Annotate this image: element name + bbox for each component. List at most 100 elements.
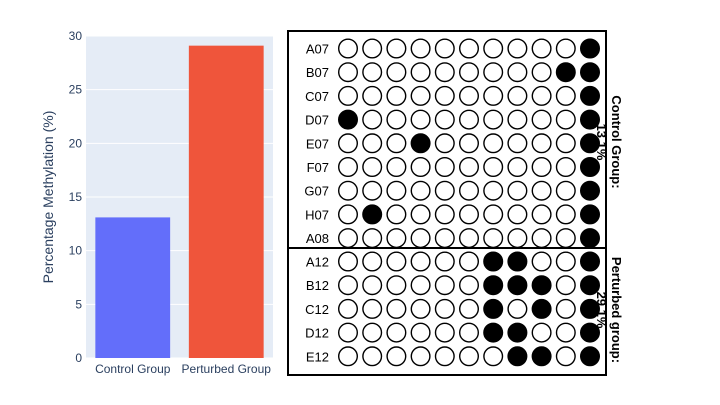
unmethylated-site-dot	[555, 109, 576, 130]
x-tick-labels: Control Group Perturbed Group	[95, 362, 271, 376]
group-divider	[289, 247, 605, 249]
row-label: D12	[305, 326, 329, 341]
unmethylated-site-dot	[507, 38, 528, 59]
unmethylated-site-dot	[555, 228, 576, 249]
unmethylated-site-dot	[483, 228, 504, 249]
unmethylated-site-dot	[531, 228, 552, 249]
row-label: H07	[305, 207, 329, 222]
unmethylated-site-dot	[434, 62, 455, 83]
unmethylated-site-dot	[458, 228, 479, 249]
perturbed-group-label: Perturbed group: 29.1%	[592, 245, 624, 375]
unmethylated-site-dot	[386, 156, 407, 177]
y-tick-label: 5	[75, 297, 82, 311]
unmethylated-site-dot	[531, 156, 552, 177]
methylated-site-dot	[580, 109, 601, 130]
unmethylated-site-dot	[434, 109, 455, 130]
methylated-site-dot	[483, 322, 504, 343]
y-tick-label: 30	[69, 29, 83, 43]
unmethylated-site-dot	[386, 322, 407, 343]
unmethylated-site-dot	[362, 62, 383, 83]
unmethylated-site-dot	[338, 251, 359, 272]
unmethylated-site-dot	[386, 204, 407, 225]
y-tick-label: 0	[75, 351, 82, 365]
unmethylated-site-dot	[362, 109, 383, 130]
unmethylated-site-dot	[555, 180, 576, 201]
methylated-site-dot	[580, 322, 601, 343]
unmethylated-site-dot	[386, 228, 407, 249]
unmethylated-site-dot	[362, 180, 383, 201]
unmethylated-site-dot	[483, 180, 504, 201]
unmethylated-site-dot	[458, 85, 479, 106]
unmethylated-site-dot	[531, 109, 552, 130]
unmethylated-site-dot	[338, 62, 359, 83]
unmethylated-site-dot	[458, 204, 479, 225]
unmethylated-site-dot	[362, 322, 383, 343]
unmethylated-site-dot	[458, 109, 479, 130]
unmethylated-site-dot	[458, 38, 479, 59]
unmethylated-site-dot	[458, 322, 479, 343]
unmethylated-site-dot	[483, 38, 504, 59]
methylated-site-dot	[580, 62, 601, 83]
methylated-site-dot	[483, 275, 504, 296]
unmethylated-site-dot	[386, 251, 407, 272]
control-group-label-value: 13.1%	[594, 123, 609, 161]
methylated-site-dot	[410, 133, 431, 154]
unmethylated-site-dot	[458, 156, 479, 177]
methylated-site-dot	[580, 156, 601, 177]
unmethylated-site-dot	[531, 62, 552, 83]
row-label: C12	[305, 302, 329, 317]
unmethylated-site-dot	[483, 109, 504, 130]
perturbed-group-label-value: 29.1%	[594, 291, 609, 329]
unmethylated-site-dot	[386, 85, 407, 106]
unmethylated-site-dot	[362, 85, 383, 106]
unmethylated-site-dot	[338, 156, 359, 177]
unmethylated-site-dot	[507, 109, 528, 130]
unmethylated-site-dot	[338, 298, 359, 319]
methylated-site-dot	[362, 204, 383, 225]
methylated-site-dot	[531, 298, 552, 319]
unmethylated-site-dot	[362, 275, 383, 296]
methylated-site-dot	[580, 346, 601, 367]
control-group-label-title: Control Group:	[609, 95, 624, 189]
unmethylated-site-dot	[507, 62, 528, 83]
unmethylated-site-dot	[555, 156, 576, 177]
unmethylated-site-dot	[410, 85, 431, 106]
unmethylated-site-dot	[410, 38, 431, 59]
unmethylated-site-dot	[555, 346, 576, 367]
unmethylated-site-dot	[362, 346, 383, 367]
row-label: D07	[305, 113, 329, 128]
methylated-site-dot	[507, 346, 528, 367]
bar-control-group	[95, 217, 171, 358]
unmethylated-site-dot	[458, 62, 479, 83]
unmethylated-site-dot	[338, 204, 359, 225]
unmethylated-site-dot	[507, 180, 528, 201]
unmethylated-site-dot	[483, 62, 504, 83]
y-tick-label: 10	[69, 244, 83, 258]
control-group-label: Control Group: 13.1%	[592, 77, 624, 207]
methylated-site-dot	[580, 204, 601, 225]
methylated-site-dot	[507, 251, 528, 272]
unmethylated-site-dot	[338, 322, 359, 343]
y-tick-labels: 0 5 10 15 20 25 30	[69, 29, 83, 365]
unmethylated-site-dot	[555, 298, 576, 319]
unmethylated-site-dot	[386, 298, 407, 319]
unmethylated-site-dot	[410, 109, 431, 130]
unmethylated-site-dot	[507, 156, 528, 177]
unmethylated-site-dot	[434, 204, 455, 225]
bar-perturbed-group	[188, 45, 264, 358]
y-tick-label: 25	[69, 83, 83, 97]
unmethylated-site-dot	[362, 133, 383, 154]
unmethylated-site-dot	[410, 156, 431, 177]
unmethylated-site-dot	[483, 85, 504, 106]
unmethylated-site-dot	[410, 251, 431, 272]
unmethylated-site-dot	[338, 38, 359, 59]
unmethylated-site-dot	[555, 38, 576, 59]
unmethylated-site-dot	[338, 275, 359, 296]
row-label: A12	[306, 255, 329, 270]
unmethylated-site-dot	[362, 228, 383, 249]
unmethylated-site-dot	[338, 85, 359, 106]
bars	[95, 45, 264, 358]
unmethylated-site-dot	[434, 251, 455, 272]
row-label: B07	[306, 65, 329, 80]
unmethylated-site-dot	[410, 298, 431, 319]
